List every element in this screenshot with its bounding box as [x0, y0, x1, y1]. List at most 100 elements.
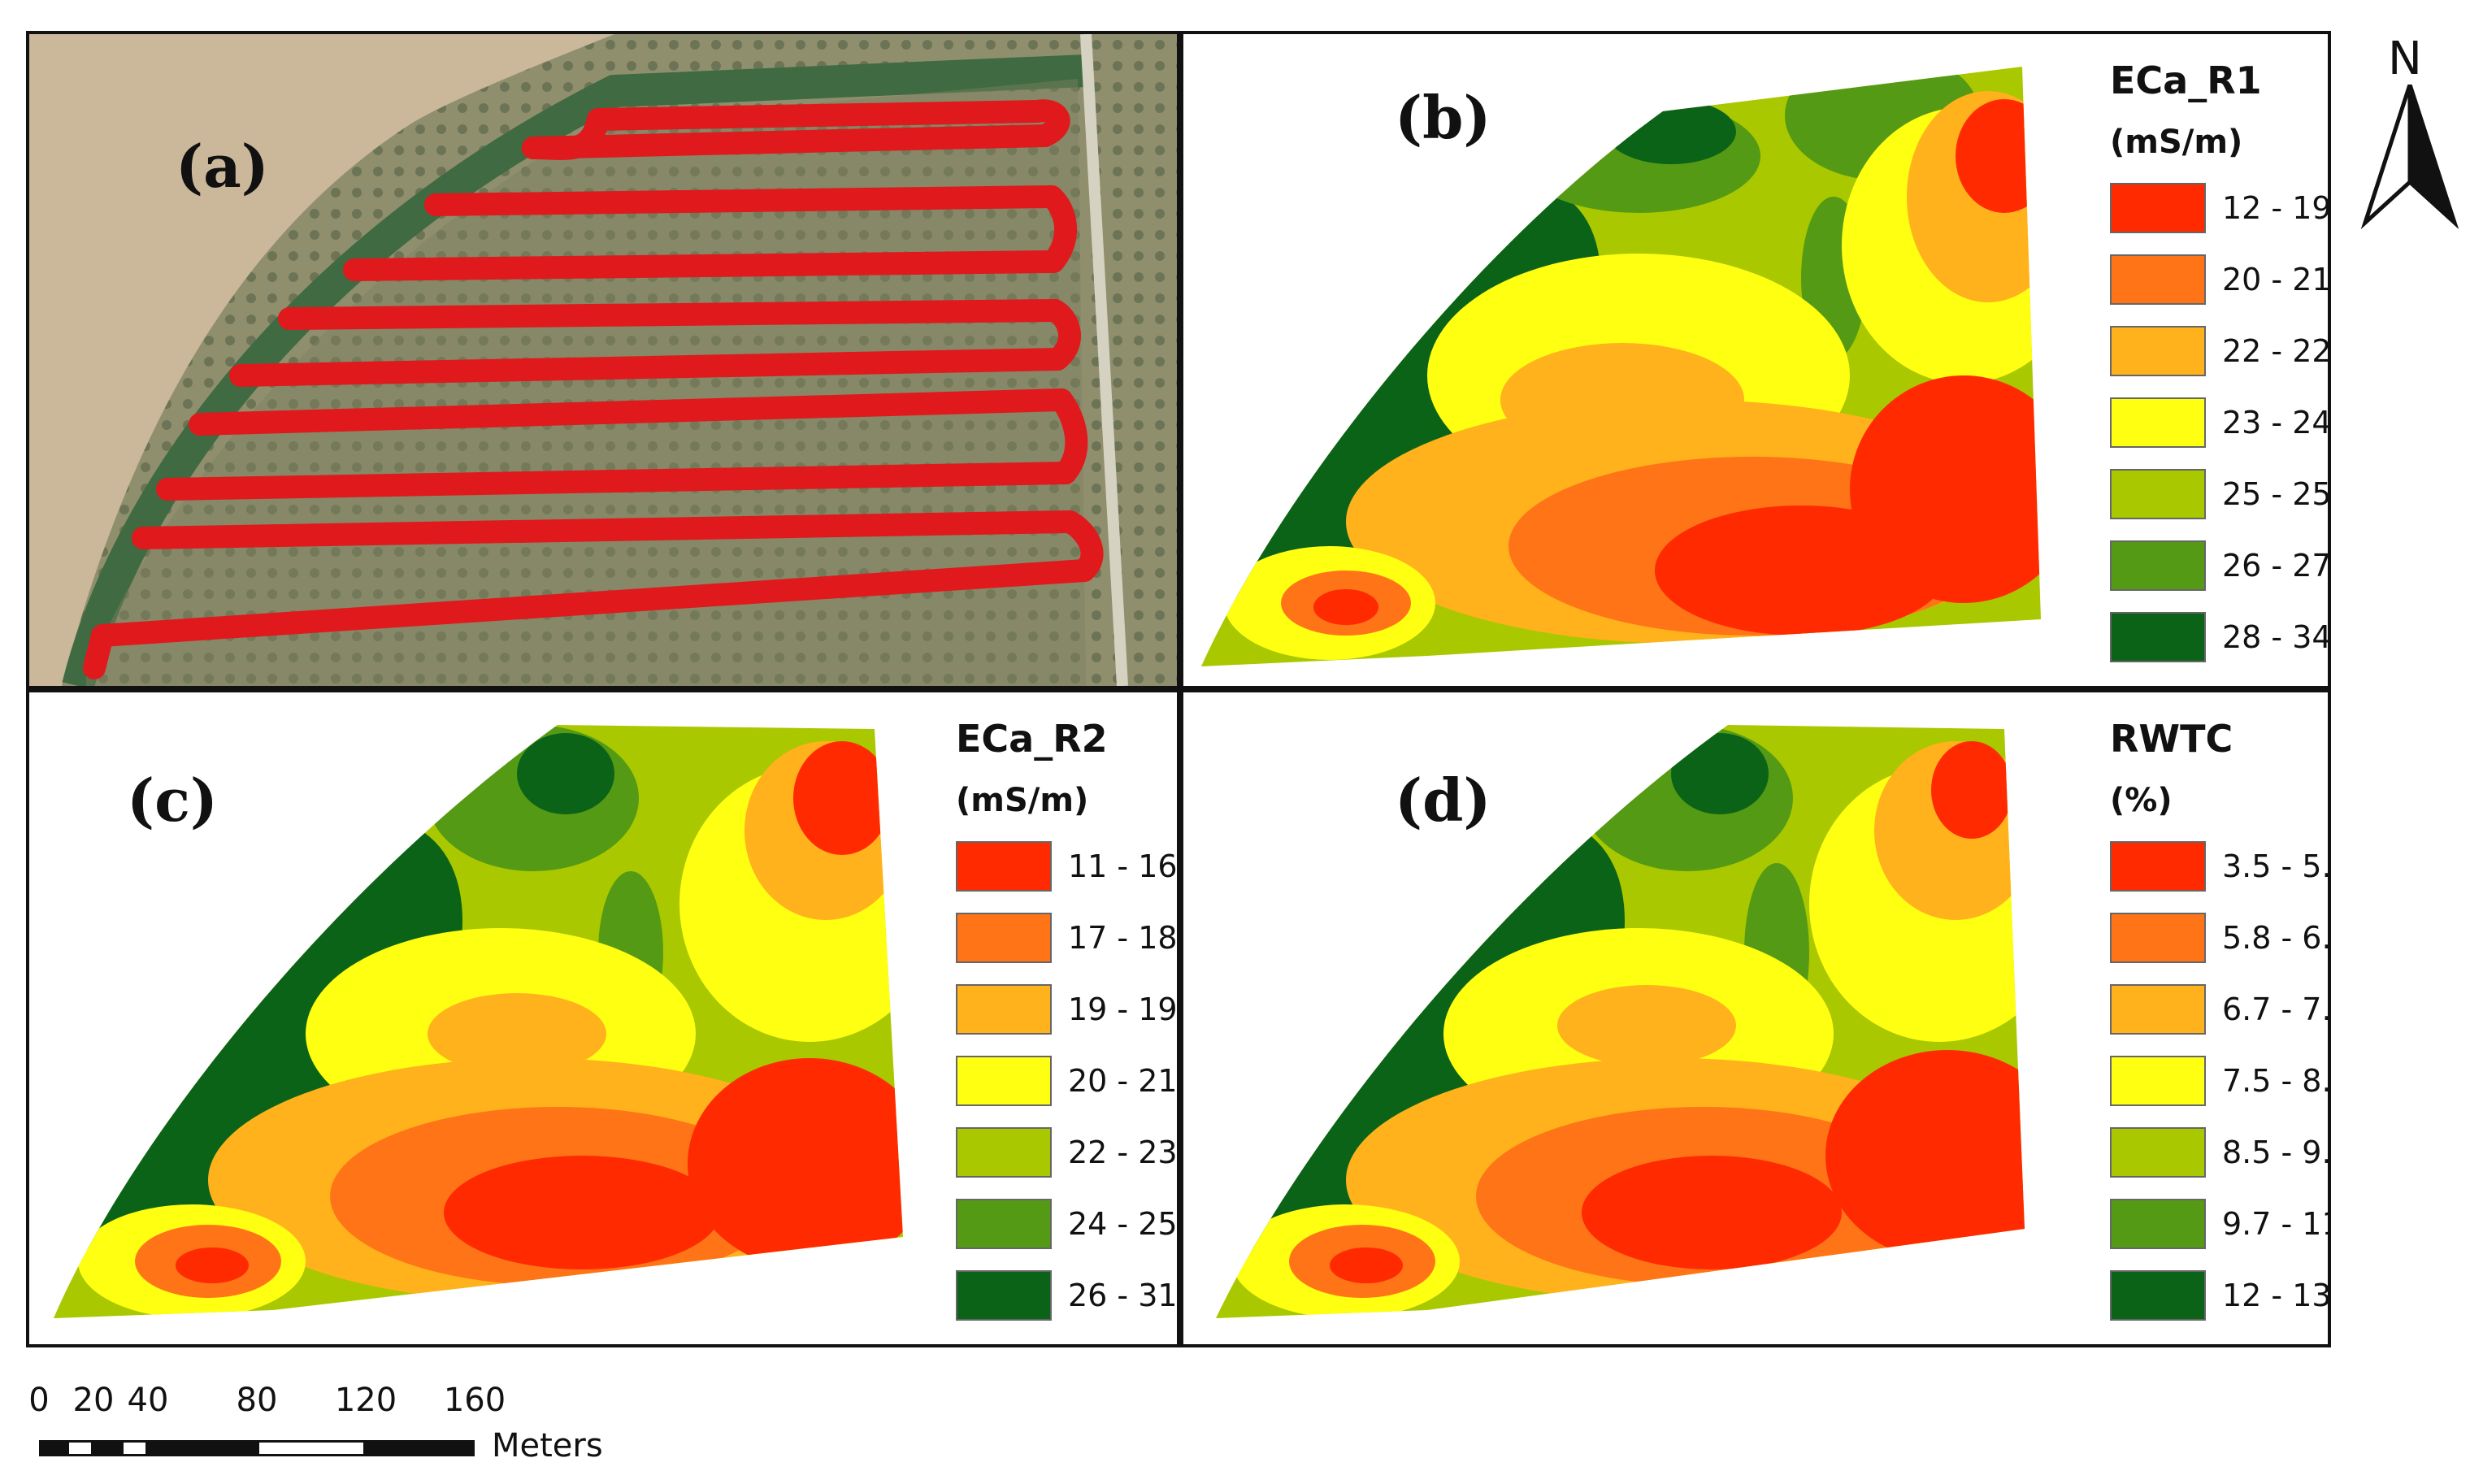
satellite-image — [29, 34, 1177, 686]
legend-class-row: 8.5 - 9.6 — [2110, 1117, 2331, 1188]
legend-swatch — [2110, 1127, 2206, 1178]
legend-class-label: 26 - 27 — [2222, 548, 2331, 584]
legend-d: RWTC (%) 3.5 - 5.7 5.8 - 6.6 6.7 - 7.4 7.5 … — [2110, 717, 2331, 1331]
legend-swatch — [2110, 469, 2206, 519]
legend-swatch — [956, 1270, 1052, 1321]
legend-class-row: 24 - 25 — [956, 1188, 1178, 1260]
legend-class-label: 12 - 13 — [2222, 1278, 2331, 1313]
legend-class-label: 20 - 21 — [2222, 262, 2331, 297]
legend-c: ECa_R2 (mS/m) 11 - 16 17 - 18 19 - 19 20 - … — [956, 717, 1178, 1331]
scale-units: Meters — [492, 1427, 603, 1464]
legend-b-title: ECa_R1 — [2110, 59, 2262, 102]
scale-tick-label: 20 — [72, 1382, 115, 1419]
scale-segment — [257, 1440, 366, 1456]
panel-c-eca-r2-map: (c) ECa_R2 (mS/m) 11 - 16 17 - 18 19 - 19 2… — [26, 689, 1180, 1347]
scale-tick-label: 40 — [127, 1382, 169, 1419]
legend-b-unit: (mS/m) — [2110, 124, 2243, 161]
legend-swatch — [956, 1127, 1052, 1178]
bare-soil-field — [29, 34, 614, 686]
legend-swatch — [2110, 841, 2206, 892]
legend-class-row: 12 - 13 — [2110, 1260, 2331, 1331]
legend-class-row: 17 - 18 — [956, 902, 1178, 974]
legend-c-unit: (mS/m) — [956, 782, 1089, 819]
scale-tick-label: 0 — [28, 1382, 50, 1419]
legend-class-row: 26 - 27 — [2110, 530, 2331, 601]
legend-swatch — [956, 841, 1052, 892]
scale-tick-label: 120 — [334, 1382, 397, 1419]
rwtc-map — [1216, 725, 2025, 1318]
legend-class-label: 26 - 31 — [1068, 1278, 1178, 1313]
legend-class-label: 24 - 25 — [1068, 1206, 1178, 1242]
legend-class-row: 12 - 19 — [2110, 172, 2331, 244]
north-label: N — [2388, 33, 2422, 85]
scale-tick-label: 160 — [443, 1382, 506, 1419]
legend-class-row: 20 - 21 — [956, 1045, 1178, 1117]
legend-class-row: 11 - 16 — [956, 831, 1178, 902]
legend-swatch — [956, 1056, 1052, 1106]
legend-b: ECa_R1 (mS/m) 12 - 19 20 - 21 22 - 22 23 - … — [2110, 59, 2331, 673]
legend-swatch — [2110, 397, 2206, 448]
legend-class-label: 17 - 18 — [1068, 920, 1178, 956]
eca-r1-map — [1201, 67, 2041, 666]
scale-segment — [93, 1440, 121, 1456]
scale-segment — [120, 1440, 148, 1456]
panel-a-satellite: (a) — [26, 31, 1180, 689]
legend-swatch — [2110, 1270, 2206, 1321]
legend-class-row: 7.5 - 8.4 — [2110, 1045, 2328, 1117]
legend-swatch — [2110, 1199, 2206, 1249]
legend-d-title: RWTC — [2110, 717, 2233, 761]
scale-segment — [39, 1440, 67, 1456]
legend-class-label: 23 - 24 — [2222, 405, 2331, 440]
legend-class-row: 28 - 34 — [2110, 601, 2331, 673]
legend-class-row: 19 - 19 — [956, 974, 1178, 1045]
legend-class-row: 25 - 25 — [2110, 458, 2331, 530]
legend-class-row: 22 - 22 — [2110, 315, 2331, 387]
legend-class-row: 3.5 - 5.7 — [2110, 831, 2331, 902]
legend-class-label: 22 - 22 — [2222, 333, 2331, 369]
legend-d-unit: (%) — [2110, 782, 2173, 819]
sampling-track-turns — [83, 99, 1104, 679]
panel-b-label: (b) — [1395, 83, 1491, 152]
legend-class-row: 22 - 23 — [956, 1117, 1178, 1188]
panel-a-label: (a) — [176, 132, 269, 201]
legend-swatch — [956, 913, 1052, 963]
legend-swatch — [2110, 326, 2206, 376]
legend-class-row: 23 - 24 — [2110, 387, 2331, 458]
legend-class-row: 9.7 - 11 — [2110, 1188, 2331, 1260]
legend-class-label: 19 - 19 — [1068, 992, 1178, 1027]
panel-c-label: (c) — [127, 766, 218, 835]
legend-class-label: 3.5 - 5.7 — [2222, 848, 2331, 884]
panel-b-eca-r1-map: (b) ECa_R1 (mS/m) 12 - 19 20 - 21 22 - 22 2… — [1180, 31, 2331, 689]
scale-segment — [366, 1440, 475, 1456]
north-arrow-shape — [2360, 85, 2459, 230]
legend-c-title: ECa_R2 — [956, 717, 1108, 761]
sampling-track — [91, 100, 1096, 647]
legend-swatch — [2110, 540, 2206, 591]
legend-swatch — [956, 984, 1052, 1035]
legend-swatch — [956, 1199, 1052, 1249]
panel-d-label: (d) — [1395, 766, 1491, 835]
scale-tick-label: 80 — [236, 1382, 278, 1419]
legend-class-row: 5.8 - 6.6 — [2110, 902, 2331, 974]
legend-class-label: 6.7 - 7.4 — [2222, 992, 2331, 1027]
legend-class-label: 28 - 34 — [2222, 619, 2331, 655]
scale-segment — [148, 1440, 257, 1456]
legend-class-label: 8.5 - 9.6 — [2222, 1135, 2331, 1170]
legend-class-label: 20 - 21 — [1068, 1063, 1178, 1099]
legend-class-label: 11 - 16 — [1068, 848, 1178, 884]
legend-swatch — [2110, 913, 2206, 963]
legend-class-label: 22 - 23 — [1068, 1135, 1178, 1170]
legend-class-label: 5.8 - 6.6 — [2222, 920, 2331, 956]
legend-class-label: 12 - 19 — [2222, 190, 2331, 226]
eca-r2-map — [54, 725, 903, 1318]
scale-segment — [66, 1440, 93, 1456]
legend-swatch — [2110, 183, 2206, 233]
legend-class-label: 9.7 - 11 — [2222, 1206, 2331, 1242]
legend-class-row: 26 - 31 — [956, 1260, 1178, 1331]
legend-class-row: 20 - 21 — [2110, 244, 2331, 315]
legend-class-label: 25 - 25 — [2222, 476, 2331, 512]
legend-swatch — [2110, 254, 2206, 305]
legend-class-row: 6.7 - 7.4 — [2110, 974, 2331, 1045]
dirt-road — [1080, 34, 1128, 686]
legend-swatch — [2110, 612, 2206, 662]
